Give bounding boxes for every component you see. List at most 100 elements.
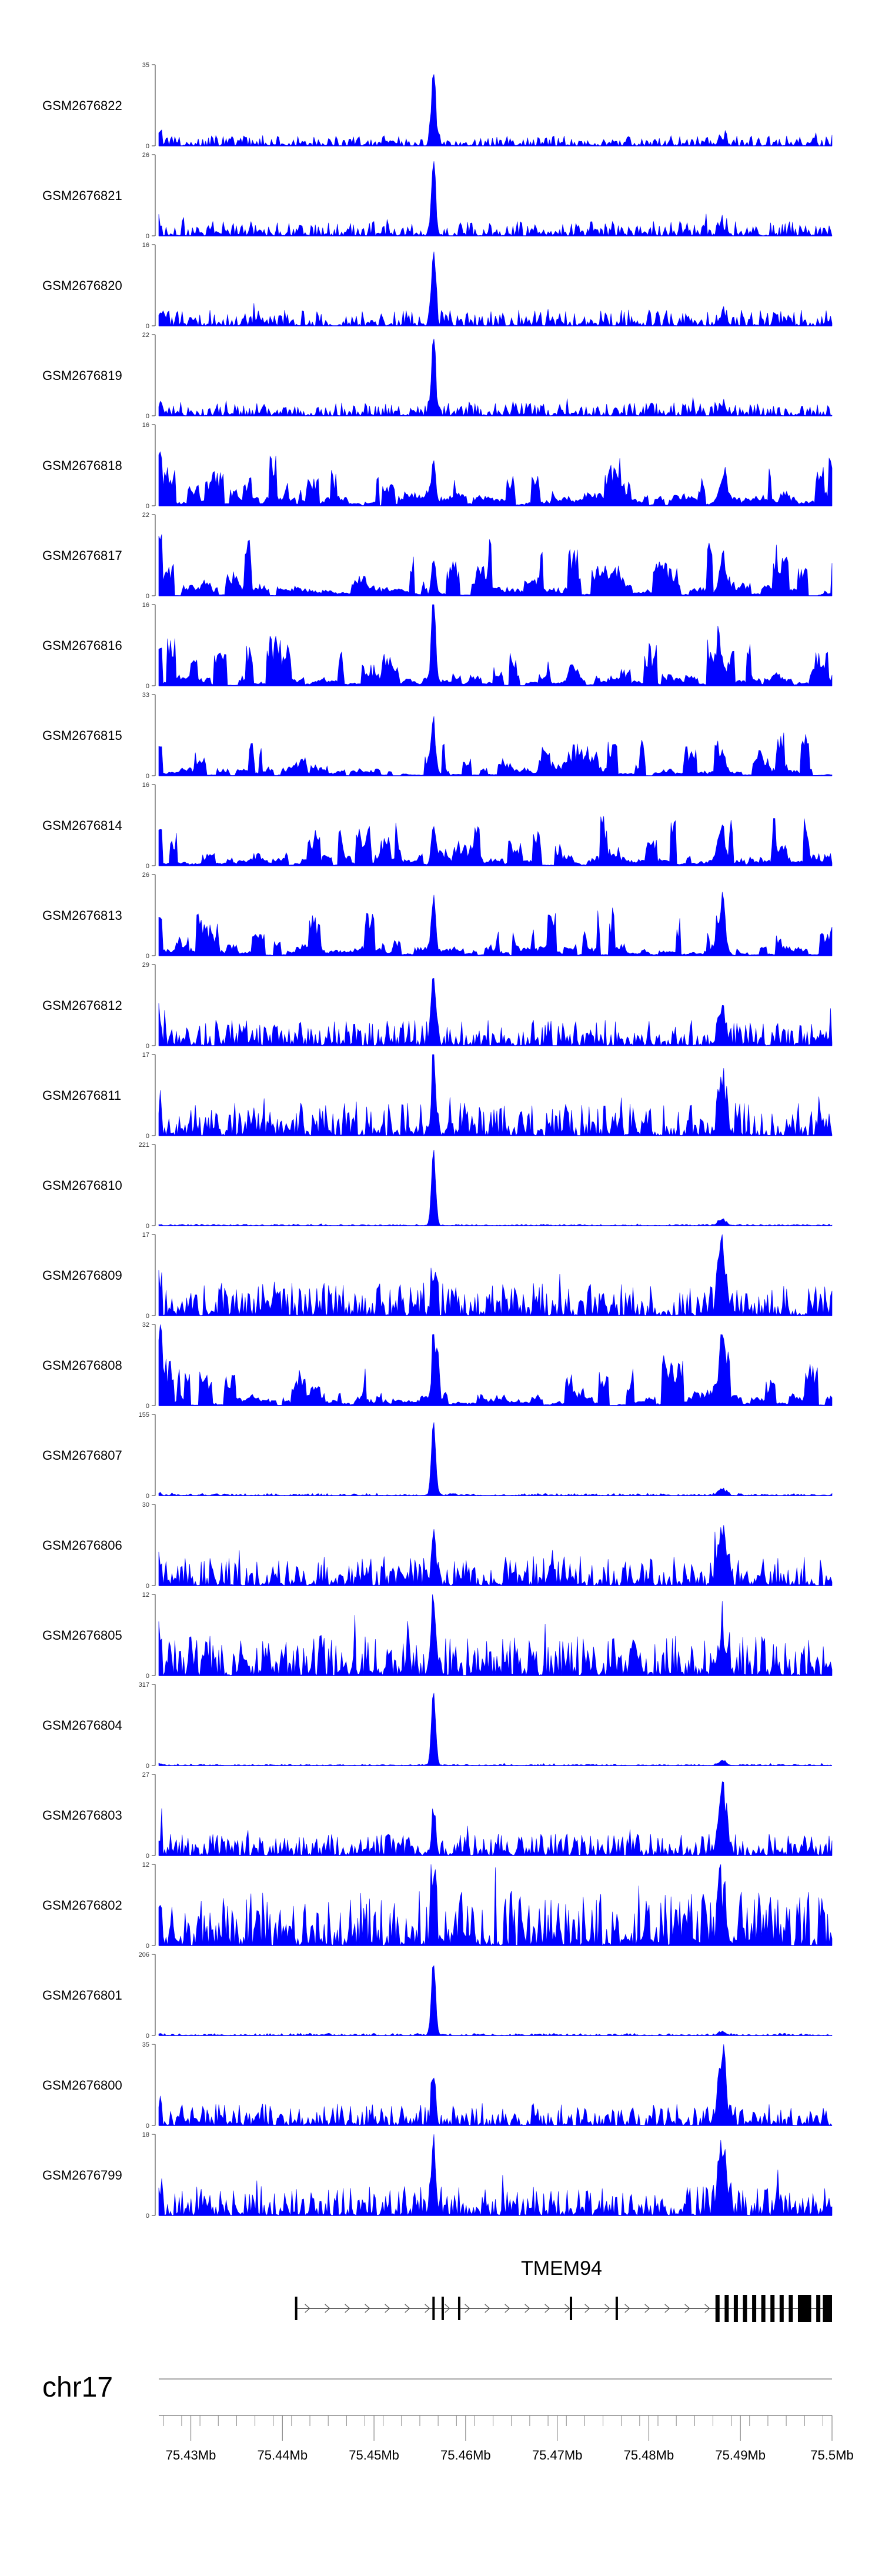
strand-arrow: [564, 2304, 570, 2313]
y-max-label: 26: [142, 872, 149, 879]
track-label: GSM2676816: [42, 638, 122, 653]
coverage-series: [158, 2044, 833, 2126]
exon: [441, 2297, 444, 2320]
y-max-label: 206: [139, 1951, 149, 1958]
y-min-label: 0: [146, 1313, 149, 1320]
track-label: GSM2676800: [42, 2078, 122, 2093]
y-min-label: 0: [146, 1223, 149, 1230]
exon: [770, 2295, 775, 2322]
x-tick-label: 75.43Mb: [166, 2448, 216, 2462]
strand-arrow: [544, 2304, 550, 2313]
exon: [457, 2297, 460, 2320]
y-min-label: 0: [146, 503, 149, 510]
coverage-series: [158, 892, 833, 956]
y-min-label: 0: [146, 2213, 149, 2220]
coverage-series: [158, 1965, 833, 2036]
coverage-series: [158, 1234, 833, 1317]
coverage-series: [158, 1324, 833, 1406]
y-max-label: 16: [142, 242, 149, 249]
strand-arrow: [425, 2304, 430, 2313]
x-tick-label: 75.5Mb: [810, 2448, 853, 2462]
y-max-label: 29: [142, 962, 149, 969]
y-max-label: 26: [142, 152, 149, 159]
track-label: GSM2676820: [42, 278, 122, 293]
track-label: GSM2676822: [42, 98, 122, 113]
exon: [752, 2295, 757, 2322]
track-label: GSM2676813: [42, 908, 122, 923]
track-label: GSM2676802: [42, 1898, 122, 1913]
y-min-label: 0: [146, 1133, 149, 1140]
track-label: GSM2676807: [42, 1448, 122, 1463]
strand-arrow: [465, 2304, 470, 2313]
coverage-series: [158, 451, 833, 506]
y-max-label: 16: [142, 782, 149, 789]
track-label: GSM2676801: [42, 1988, 122, 2003]
track-label: GSM2676805: [42, 1628, 122, 1643]
y-max-label: 22: [142, 512, 149, 519]
track-label: GSM2676809: [42, 1268, 122, 1283]
y-min-label: 0: [146, 773, 149, 780]
y-min-label: 0: [146, 1943, 149, 1950]
track-label: GSM2676812: [42, 998, 122, 1013]
strand-arrow: [405, 2304, 410, 2313]
y-max-label: 18: [142, 2131, 149, 2138]
y-min-label: 0: [146, 1583, 149, 1590]
y-min-label: 0: [146, 233, 149, 240]
coverage-series: [158, 977, 833, 1047]
coverage-series: [158, 1864, 833, 1946]
track-label: GSM2676803: [42, 1808, 122, 1823]
y-min-label: 0: [146, 2033, 149, 2040]
coverage-series: [158, 534, 833, 596]
y-min-label: 0: [146, 683, 149, 690]
coverage-series: [158, 1149, 833, 1226]
y-max-label: 221: [139, 1142, 149, 1149]
y-min-label: 0: [146, 593, 149, 600]
y-max-label: 27: [142, 1771, 149, 1778]
strand-arrow: [365, 2304, 370, 2313]
track-label: GSM2676804: [42, 1718, 122, 1733]
track-label: GSM2676818: [42, 458, 122, 473]
track-label: GSM2676819: [42, 368, 122, 383]
track-label: GSM2676799: [42, 2168, 122, 2183]
track-label: GSM2676811: [42, 1088, 121, 1103]
strand-arrow: [385, 2304, 390, 2313]
coverage-series: [158, 816, 833, 866]
strand-arrow: [325, 2304, 330, 2313]
coverage-series: [158, 716, 833, 776]
coverage-series: [158, 1594, 833, 1677]
exon: [570, 2297, 573, 2320]
strand-arrow: [604, 2304, 610, 2313]
exon: [816, 2295, 821, 2322]
coverage-series: [158, 1781, 833, 1857]
exon: [715, 2295, 720, 2322]
strand-arrow: [345, 2304, 350, 2313]
x-tick-label: 75.45Mb: [349, 2448, 399, 2462]
exon: [295, 2297, 298, 2320]
y-min-label: 0: [146, 863, 149, 870]
strand-arrow: [664, 2304, 670, 2313]
coverage-series: [158, 251, 833, 327]
y-min-label: 0: [146, 1853, 149, 1860]
gene-name-label: TMEM94: [521, 2257, 602, 2280]
exon: [789, 2295, 793, 2322]
exon: [432, 2297, 435, 2320]
coverage-series: [158, 1054, 833, 1137]
exon: [779, 2295, 784, 2322]
y-max-label: 35: [142, 62, 149, 69]
y-max-label: 33: [142, 692, 149, 699]
exon: [733, 2295, 738, 2322]
coverage-series: [158, 161, 833, 237]
coverage-series: [158, 1422, 833, 1496]
y-max-label: 16: [142, 602, 149, 609]
x-tick-label: 75.48Mb: [624, 2448, 674, 2462]
coverage-series: [158, 74, 833, 147]
y-max-label: 317: [139, 1681, 149, 1689]
strand-arrow: [684, 2304, 690, 2313]
y-min-label: 0: [146, 1403, 149, 1410]
x-tick-label: 75.49Mb: [715, 2448, 766, 2462]
y-max-label: 16: [142, 422, 149, 429]
x-tick-label: 75.47Mb: [532, 2448, 583, 2462]
exon: [800, 2295, 810, 2322]
y-min-label: 0: [146, 2123, 149, 2130]
